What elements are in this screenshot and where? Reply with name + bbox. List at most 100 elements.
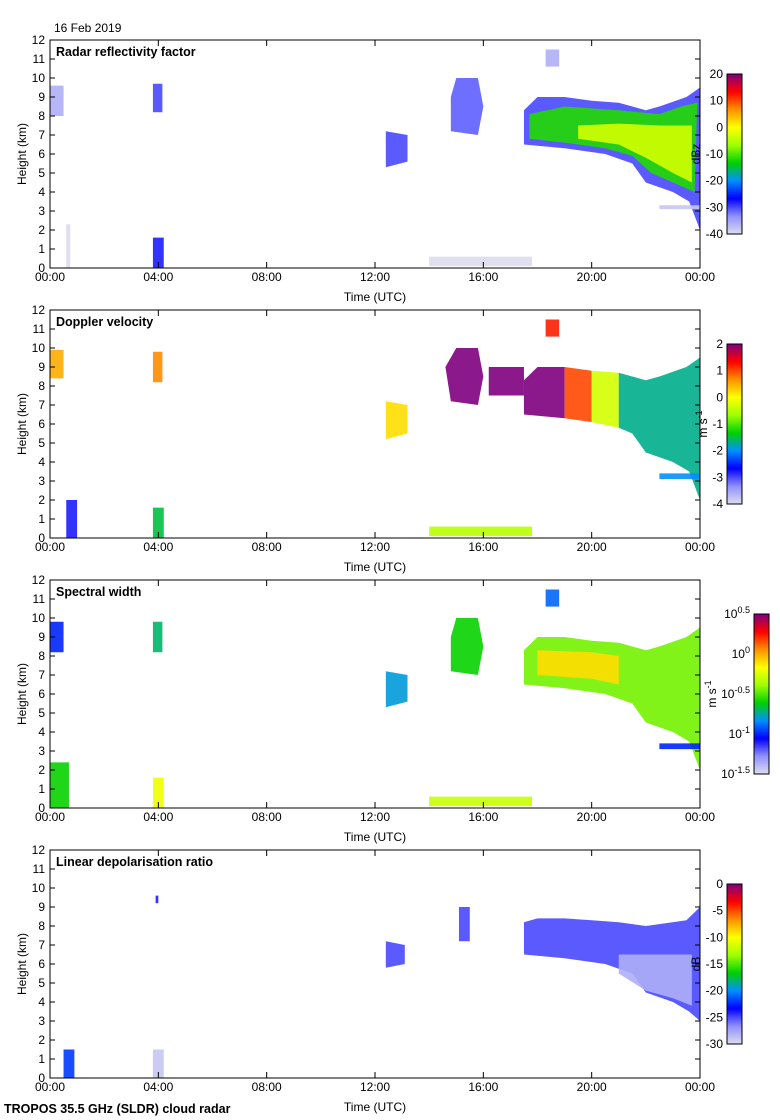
y-tick-label: 0 (38, 261, 45, 275)
colorbar-tick-label: 100.5 (724, 605, 750, 621)
echo-region (152, 777, 164, 808)
x-tick-label: 20:00 (577, 540, 607, 554)
y-tick-label: 1 (38, 782, 45, 796)
colorbar-tick-label: -4 (712, 497, 723, 511)
x-tick-label: 12:00 (360, 540, 390, 554)
x-axis-label: Time (UTC) (344, 830, 406, 844)
y-tick-label: 0 (38, 531, 45, 545)
colorbar-tick-label: -20 (706, 174, 724, 188)
cloud-field (50, 49, 700, 268)
colorbar-tick-label: -15 (706, 957, 724, 971)
colorbar-tick-label: -3 (712, 470, 723, 484)
y-tick-label: 10 (32, 71, 46, 85)
y-tick-label: 4 (38, 455, 45, 469)
plot-frame (49, 39, 701, 269)
panel-1: Radar reflectivity factor012345678910111… (15, 33, 743, 304)
echo-region (545, 319, 560, 337)
x-tick-label: 04:00 (143, 1080, 173, 1094)
y-tick-label: 11 (33, 322, 46, 336)
x-tick-label: 00:00 (35, 270, 65, 284)
echo-region (450, 78, 484, 135)
y-tick-label: 0 (38, 1071, 45, 1085)
colorbar-unit-label: m s-1 (694, 410, 710, 437)
colorbar-tick-label: 10-1 (729, 725, 750, 741)
y-tick-label: 9 (38, 360, 45, 374)
panel-title: Doppler velocity (56, 315, 153, 329)
y-tick-label: 10 (32, 881, 46, 895)
y-axis-label: Height (km) (15, 123, 29, 185)
echo-region (529, 102, 698, 192)
x-tick-label: 00:00 (685, 270, 715, 284)
echo-region (385, 941, 405, 968)
echo-region (50, 85, 64, 116)
cloud-field (50, 589, 700, 808)
echo-region (385, 671, 408, 708)
echo-region (63, 1049, 75, 1078)
y-tick-label: 6 (38, 687, 45, 701)
echo-region (618, 357, 700, 500)
y-tick-label: 4 (38, 725, 45, 739)
y-tick-label: 6 (38, 417, 45, 431)
x-tick-label: 20:00 (577, 270, 607, 284)
y-tick-label: 4 (38, 995, 45, 1009)
x-tick-label: 20:00 (577, 1080, 607, 1094)
colorbar-tick-label: -25 (706, 1010, 724, 1024)
y-tick-label: 6 (38, 957, 45, 971)
echo-region (385, 131, 408, 168)
y-tick-label: 11 (33, 52, 46, 66)
colorbar-tick-label: -10 (706, 147, 724, 161)
y-tick-label: 8 (38, 919, 45, 933)
y-tick-label: 9 (38, 90, 45, 104)
echo-region (545, 49, 560, 67)
y-tick-label: 7 (38, 128, 45, 142)
echo-region (429, 256, 533, 267)
y-tick-label: 1 (38, 512, 45, 526)
echo-region (523, 367, 565, 419)
colorbar (726, 73, 743, 235)
colorbar-tick-label: 2 (716, 337, 723, 351)
echo-region (488, 367, 524, 396)
echo-region (66, 224, 71, 268)
echo-region (545, 589, 560, 607)
y-tick-label: 5 (38, 436, 45, 450)
echo-region (152, 237, 164, 268)
echo-region (458, 907, 470, 942)
x-tick-label: 00:00 (685, 810, 715, 824)
colorbar-tick-label: -20 (706, 984, 724, 998)
plot-frame (49, 849, 701, 1079)
x-tick-label: 00:00 (685, 1080, 715, 1094)
colorbar-tick-label: -40 (706, 227, 724, 241)
y-tick-label: 12 (32, 33, 46, 47)
y-tick-label: 9 (38, 630, 45, 644)
cloud-field (63, 895, 700, 1078)
footer-label: TROPOS 35.5 GHz (SLDR) cloud radar (4, 1102, 231, 1116)
panel-title: Spectral width (56, 585, 141, 599)
colorbar-tick-label: -1 (712, 417, 723, 431)
colorbar-tick-label: 10 (710, 94, 724, 108)
y-tick-label: 7 (38, 668, 45, 682)
echo-region (659, 473, 700, 480)
x-tick-label: 12:00 (360, 810, 390, 824)
echo-region (578, 123, 692, 183)
colorbar-tick-label: 100 (732, 645, 750, 661)
y-axis-label: Height (km) (15, 393, 29, 455)
colorbar-tick-label: -5 (712, 904, 723, 918)
y-tick-label: 11 (33, 862, 46, 876)
y-tick-label: 12 (32, 303, 46, 317)
echo-region (66, 500, 78, 538)
x-tick-label: 20:00 (577, 810, 607, 824)
colorbar-unit-label: dB (689, 957, 703, 972)
echo-region (445, 348, 484, 405)
x-tick-label: 16:00 (468, 540, 498, 554)
echo-region (50, 762, 69, 808)
colorbar-tick-label: 10-1.5 (721, 765, 750, 781)
x-axis-label: Time (UTC) (344, 1100, 406, 1114)
y-tick-label: 3 (38, 204, 45, 218)
x-axis-label: Time (UTC) (344, 560, 406, 574)
y-tick-label: 3 (38, 474, 45, 488)
y-tick-label: 7 (38, 938, 45, 952)
colorbar-tick-label: 20 (710, 67, 724, 81)
colorbar (726, 343, 743, 505)
y-axis-label: Height (km) (15, 663, 29, 725)
